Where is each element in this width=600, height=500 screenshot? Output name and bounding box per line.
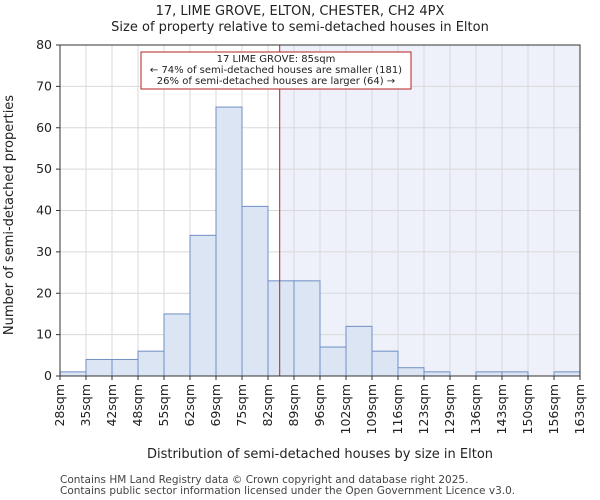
x-tick-label: 136sqm — [468, 384, 483, 434]
histogram-bar — [215, 106, 243, 377]
x-tick-label: 28sqm — [52, 384, 67, 427]
histogram-bar — [345, 325, 373, 377]
y-tick-label: 60 — [36, 120, 52, 135]
annotation-line-1: 17 LIME GROVE: 85sqm — [217, 54, 336, 65]
histogram-bar — [319, 346, 347, 377]
histogram-bar — [475, 371, 503, 377]
x-tick-label: 96sqm — [312, 384, 327, 427]
histogram-bar — [111, 358, 139, 377]
y-tick-label: 20 — [36, 285, 52, 300]
annotation-line-2: ← 74% of semi-detached houses are smalle… — [150, 65, 402, 76]
annotation-box: 17 LIME GROVE: 85sqm ← 74% of semi-detac… — [140, 51, 412, 90]
x-tick-label: 42sqm — [104, 384, 119, 427]
x-tick-label: 55sqm — [156, 384, 171, 427]
histogram-bar — [267, 280, 295, 377]
histogram-bar — [553, 371, 581, 377]
y-tick-label: 40 — [36, 203, 52, 218]
x-tick-label: 35sqm — [78, 384, 93, 427]
x-tick-label: 89sqm — [286, 384, 301, 427]
histogram-bar — [137, 350, 165, 377]
y-axis-ticks: 0 10 20 30 40 50 60 70 80 — [36, 37, 60, 383]
x-tick-label: 129sqm — [442, 384, 457, 434]
y-tick-label: 70 — [36, 78, 52, 93]
x-tick-label: 48sqm — [130, 384, 145, 427]
x-tick-label: 150sqm — [520, 384, 535, 434]
chart-title: 17, LIME GROVE, ELTON, CHESTER, CH2 4PX — [156, 4, 445, 19]
y-tick-label: 30 — [36, 244, 52, 259]
x-tick-label: 123sqm — [416, 384, 431, 434]
histogram-bar — [163, 313, 191, 377]
histogram-bar — [501, 371, 529, 377]
histogram-bar — [371, 350, 399, 377]
bars — [59, 106, 581, 377]
y-tick-label: 80 — [36, 37, 52, 52]
histogram-bar — [59, 371, 87, 377]
footer-copyright: Contains HM Land Registry data © Crown c… — [60, 474, 468, 486]
x-tick-label: 156sqm — [546, 384, 561, 434]
chart-subtitle: Size of property relative to semi-detach… — [111, 20, 489, 35]
x-tick-label: 69sqm — [208, 384, 223, 427]
x-tick-label: 62sqm — [182, 384, 197, 427]
histogram-bar — [423, 371, 451, 377]
x-tick-label: 82sqm — [260, 384, 275, 427]
footer-licence: Contains public sector information licen… — [60, 485, 515, 497]
x-tick-label: 109sqm — [364, 384, 379, 434]
x-axis-label: Distribution of semi-detached houses by … — [147, 447, 493, 462]
y-tick-label: 10 — [36, 327, 52, 342]
y-axis-label: Number of semi-detached properties — [2, 95, 17, 335]
annotation-line-3: 26% of semi-detached houses are larger (… — [157, 76, 395, 87]
histogram-bar — [293, 280, 321, 377]
histogram-bar — [397, 367, 425, 377]
x-tick-label: 116sqm — [390, 384, 405, 434]
y-tick-label: 0 — [44, 368, 52, 383]
x-tick-label: 102sqm — [338, 384, 353, 434]
x-tick-label: 143sqm — [494, 384, 509, 434]
histogram-bar — [85, 358, 113, 377]
x-tick-label: 75sqm — [234, 384, 249, 427]
x-axis-ticks: 28sqm 35sqm 42sqm 48sqm 55sqm 62sqm 69sqm 75sqm… — [52, 376, 587, 434]
y-tick-label: 50 — [36, 161, 52, 176]
x-tick-label: 163sqm — [572, 384, 587, 434]
histogram-bar — [241, 205, 269, 377]
histogram-bar — [189, 234, 217, 377]
